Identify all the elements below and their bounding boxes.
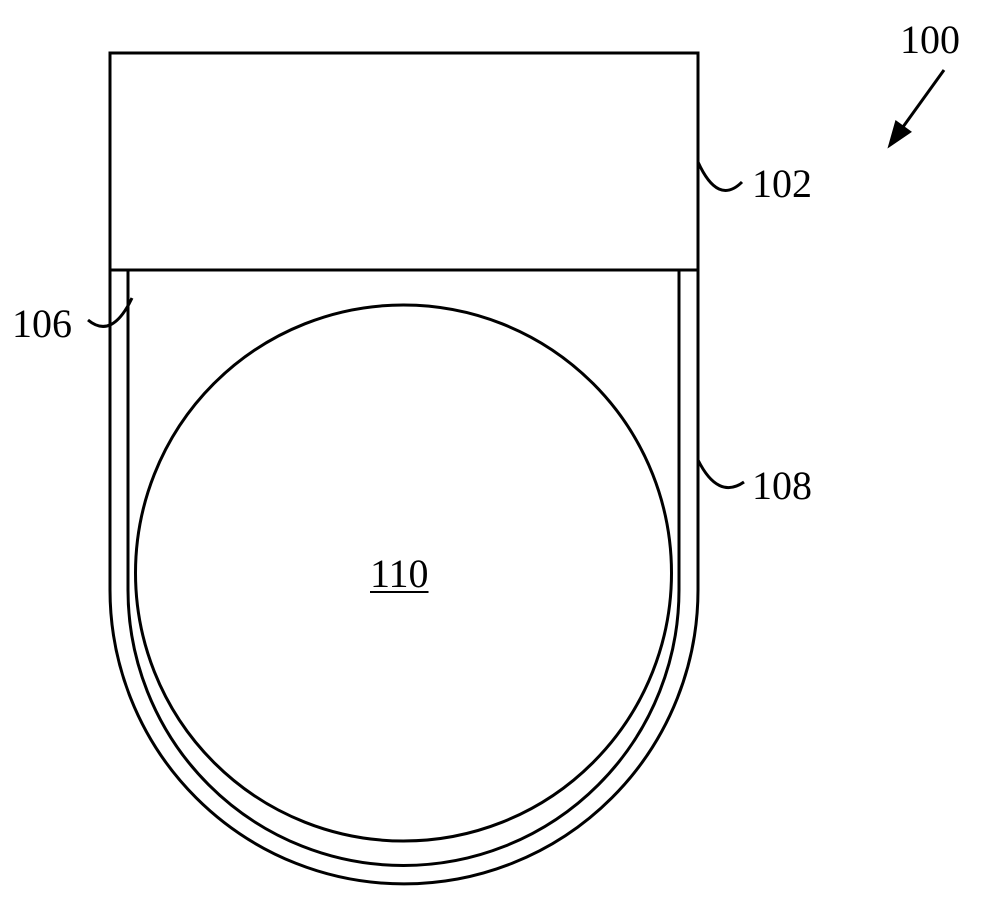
figure-stage: 100 102 106 108 110 [0, 0, 1000, 916]
label-102: 102 [752, 160, 812, 207]
leader-102 [698, 162, 742, 190]
label-108: 108 [752, 462, 812, 509]
diagram-svg [0, 0, 1000, 916]
leader-108 [698, 460, 744, 488]
assembly-arrow-100 [890, 70, 944, 145]
label-106: 106 [12, 300, 72, 347]
label-100: 100 [900, 16, 960, 63]
label-110: 110 [370, 550, 429, 597]
top-block-102 [110, 53, 698, 270]
